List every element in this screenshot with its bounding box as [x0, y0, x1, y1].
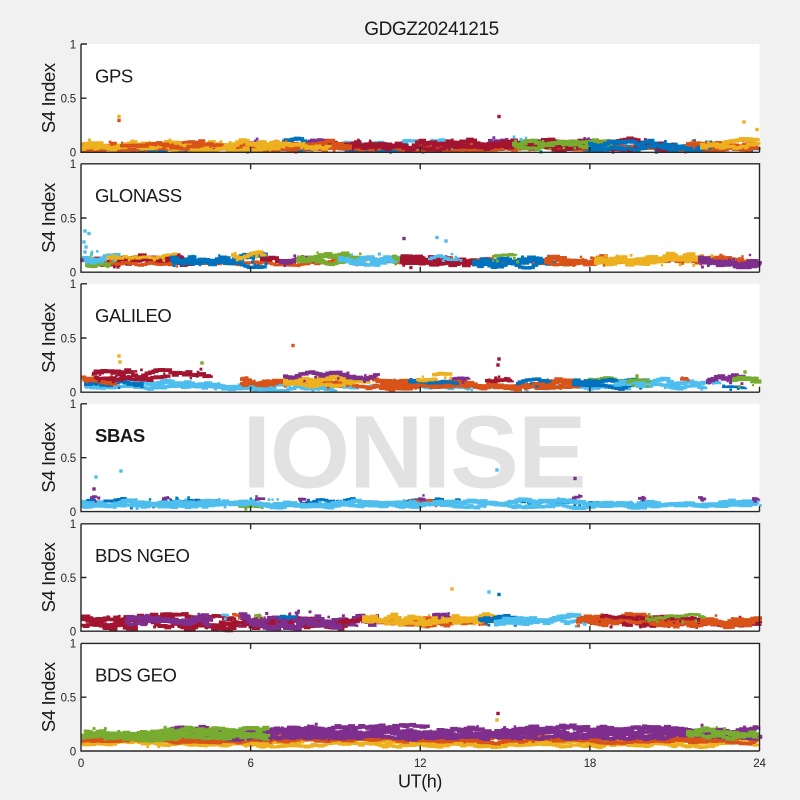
svg-text:S4 Index: S4 Index: [38, 661, 59, 732]
svg-text:0.5: 0.5: [61, 453, 76, 465]
svg-text:0.5: 0.5: [61, 333, 76, 345]
svg-text:0.5: 0.5: [61, 693, 76, 705]
svg-text:S4 Index: S4 Index: [38, 302, 59, 373]
svg-text:GLONASS: GLONASS: [95, 185, 182, 206]
svg-text:1: 1: [70, 519, 76, 531]
svg-text:12: 12: [414, 758, 426, 770]
svg-text:6: 6: [247, 758, 253, 770]
svg-text:0.5: 0.5: [61, 94, 76, 106]
svg-text:1: 1: [70, 279, 76, 291]
svg-text:1: 1: [70, 399, 76, 411]
svg-text:S4 Index: S4 Index: [38, 182, 59, 253]
svg-text:BDS NGEO: BDS NGEO: [95, 545, 189, 566]
svg-text:UT(h): UT(h): [398, 772, 442, 792]
svg-text:0: 0: [70, 507, 76, 519]
svg-text:S4 Index: S4 Index: [38, 541, 59, 612]
svg-text:0: 0: [78, 758, 84, 770]
svg-text:24: 24: [753, 758, 766, 770]
svg-text:0: 0: [70, 268, 76, 280]
svg-text:0: 0: [70, 627, 76, 639]
svg-text:0: 0: [70, 746, 76, 758]
svg-text:1: 1: [70, 39, 76, 51]
svg-text:1: 1: [70, 159, 76, 171]
svg-text:1: 1: [70, 639, 76, 651]
svg-text:GPS: GPS: [95, 65, 133, 86]
svg-text:BDS GEO: BDS GEO: [95, 665, 177, 686]
svg-text:GALILEO: GALILEO: [95, 305, 171, 326]
svg-text:S4 Index: S4 Index: [38, 422, 59, 493]
svg-text:18: 18: [584, 758, 596, 770]
svg-text:SBAS: SBAS: [95, 425, 145, 446]
svg-text:0.5: 0.5: [61, 213, 76, 225]
svg-text:GDGZ20241215: GDGZ20241215: [364, 19, 499, 40]
svg-text:IONISE: IONISE: [242, 395, 585, 510]
svg-text:0.5: 0.5: [61, 573, 76, 585]
svg-text:0: 0: [70, 148, 76, 160]
svg-text:S4 Index: S4 Index: [38, 62, 59, 133]
svg-text:0: 0: [70, 388, 76, 400]
